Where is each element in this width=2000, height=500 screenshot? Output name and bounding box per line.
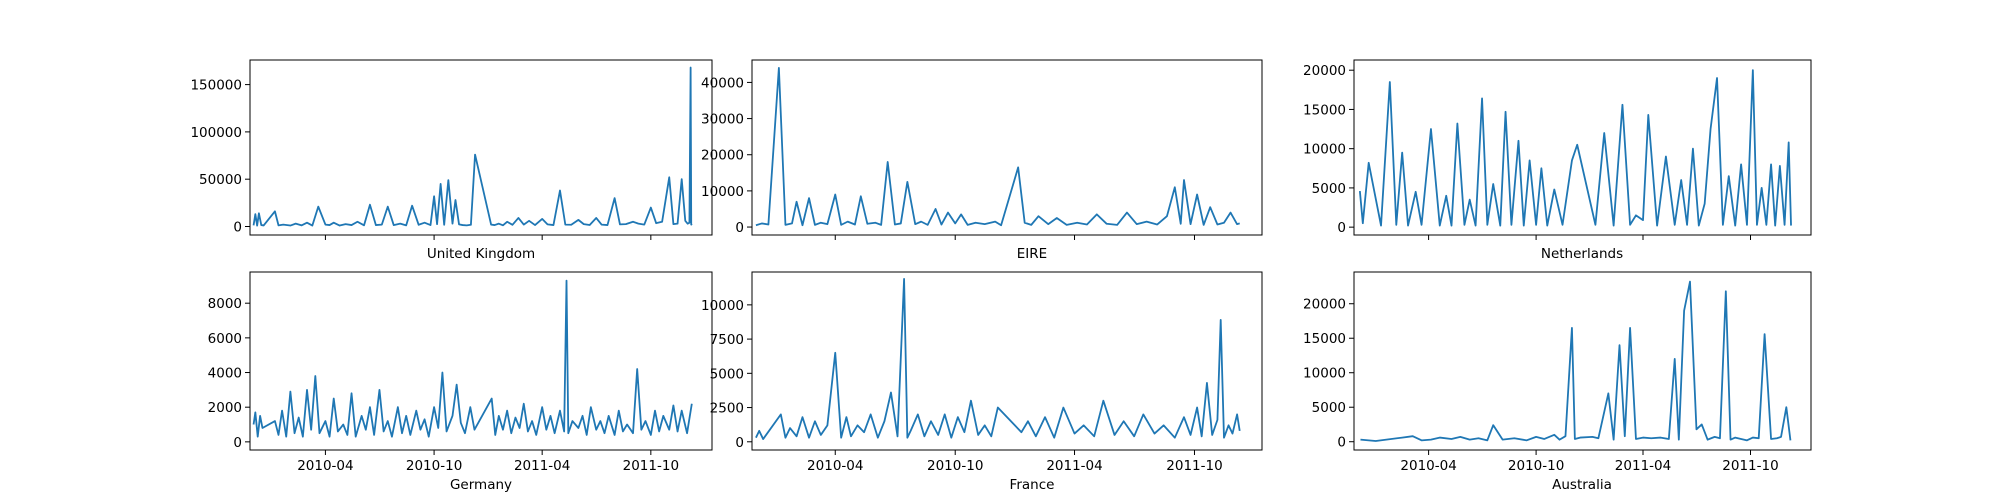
subplot-netherlands: Netherlands 0 5000 10000 15000 20000 xyxy=(1303,59,1812,262)
y-tick-label: 50000 xyxy=(199,172,242,188)
y-tick-label: 0 xyxy=(233,219,242,235)
subplot-xlabel: Germany xyxy=(450,477,512,493)
y-tick-label: 10000 xyxy=(1303,142,1346,158)
y-tick-label: 5000 xyxy=(1312,400,1346,416)
series-line xyxy=(252,66,693,227)
x-tick-label: 2011-04 xyxy=(1615,458,1671,474)
subplot-xlabel: EIRE xyxy=(1017,246,1047,262)
x-tick-label: 2011-10 xyxy=(1166,458,1222,474)
x-tick-label: 2010-04 xyxy=(1400,458,1456,474)
y-tick-label: 8000 xyxy=(208,296,242,312)
subplot-xlabel: Australia xyxy=(1552,477,1612,493)
plot-frame xyxy=(1353,59,1812,236)
y-tick-label: 0 xyxy=(233,435,242,451)
y-tick-label: 20000 xyxy=(701,148,744,164)
plot-frame xyxy=(249,59,713,236)
subplot-eire: EIRE 0 10000 20000 30000 40000 xyxy=(701,59,1263,262)
y-tick-label: 0 xyxy=(735,435,744,451)
y-tick-label: 40000 xyxy=(701,75,744,91)
y-tick-label: 150000 xyxy=(190,78,242,94)
subplot-united-kingdom: United Kingdom 0 50000 100000 150000 xyxy=(190,59,713,262)
subplot-australia: Australia 0 5000 10000 15000 20000 2010-04 201… xyxy=(1303,271,1812,493)
series-line xyxy=(1360,280,1792,442)
y-tick-label: 10000 xyxy=(1303,366,1346,382)
y-tick-label: 5000 xyxy=(1312,181,1346,197)
x-tick-label: 2010-04 xyxy=(807,458,863,474)
y-tick-label: 20000 xyxy=(1303,63,1346,79)
plot-frame xyxy=(751,271,1263,451)
y-tick-label: 10000 xyxy=(701,184,744,200)
x-tick-label: 2010-10 xyxy=(406,458,462,474)
plot-frame xyxy=(751,59,1263,236)
y-tick-label: 5000 xyxy=(710,366,744,382)
x-tick-label: 2011-04 xyxy=(1046,458,1102,474)
subplot-xlabel: France xyxy=(1010,477,1055,493)
y-tick-label: 7500 xyxy=(710,332,744,348)
x-tick-label: 2010-04 xyxy=(297,458,353,474)
series-line xyxy=(755,67,1240,227)
y-tick-label: 4000 xyxy=(208,366,242,382)
y-tick-label: 15000 xyxy=(1303,102,1346,118)
plot-frame xyxy=(249,271,713,451)
x-tick-label: 2011-10 xyxy=(623,458,679,474)
y-tick-label: 2000 xyxy=(208,400,242,416)
series-line xyxy=(755,277,1241,440)
y-tick-label: 0 xyxy=(1337,435,1346,451)
y-tick-label: 0 xyxy=(1337,220,1346,236)
x-tick-label: 2011-04 xyxy=(514,458,570,474)
y-tick-label: 0 xyxy=(735,220,744,236)
subplot-france: France 0 2500 5000 7500 10000 2010-04 2010-10 2… xyxy=(701,271,1263,493)
y-tick-label: 10000 xyxy=(701,298,744,314)
x-tick-label: 2010-10 xyxy=(927,458,983,474)
y-tick-label: 20000 xyxy=(1303,297,1346,313)
subplot-xlabel: United Kingdom xyxy=(427,246,535,262)
y-tick-label: 100000 xyxy=(190,125,242,141)
x-tick-label: 2010-10 xyxy=(1508,458,1564,474)
plot-frame xyxy=(1353,271,1812,451)
subplot-xlabel: Netherlands xyxy=(1541,246,1623,262)
y-tick-label: 2500 xyxy=(710,401,744,417)
subplot-germany: Germany 0 2000 4000 6000 8000 2010-04 2010-10 2… xyxy=(208,271,713,493)
y-tick-label: 6000 xyxy=(208,331,242,347)
series-line xyxy=(1358,69,1792,227)
series-line xyxy=(252,279,693,438)
x-tick-label: 2011-10 xyxy=(1722,458,1778,474)
y-tick-label: 30000 xyxy=(701,112,744,128)
y-tick-label: 15000 xyxy=(1303,331,1346,347)
